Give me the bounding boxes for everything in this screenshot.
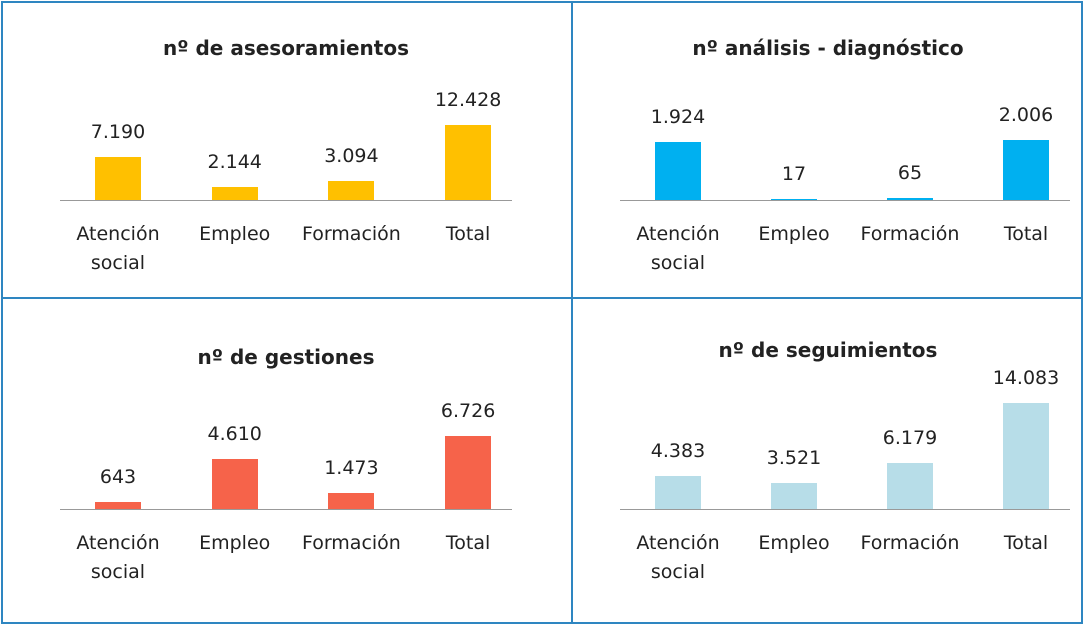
value-label: 1.473 <box>324 456 379 479</box>
chart-title: nº de seguimientos <box>718 338 938 362</box>
category-label: Atención social <box>636 532 720 583</box>
bar <box>95 501 141 509</box>
chart-panel: nº de seguimientos 4.383 Atención social 3.… <box>572 298 1084 596</box>
value-label: 1.924 <box>650 106 706 129</box>
bar <box>887 198 933 200</box>
value-label: 65 <box>897 162 923 185</box>
value-label: 3.521 <box>766 446 822 469</box>
value-label: 12.428 <box>434 89 502 112</box>
bar <box>1003 139 1049 200</box>
border <box>1 1 1083 3</box>
value-label: 2.144 <box>207 151 262 174</box>
chart-panel: nº de gestiones 643 Atención social 4.610 Em… <box>0 298 572 596</box>
chart-title: nº de asesoramientos <box>163 36 409 60</box>
category-label: Total <box>445 532 491 554</box>
bar <box>445 125 492 200</box>
value-label: 643 <box>99 465 137 488</box>
bar <box>771 199 817 200</box>
category-label: Atención social <box>636 223 720 274</box>
value-label: 4.383 <box>650 440 706 463</box>
bar <box>771 482 817 509</box>
value-label: 2.006 <box>998 103 1054 126</box>
bar <box>328 181 375 200</box>
border <box>1 297 1083 299</box>
chart-panel: nº de asesoramientos 7.190 Atención social… <box>0 0 572 298</box>
category-label: Empleo <box>758 532 830 554</box>
border <box>1 622 1083 624</box>
bar <box>95 156 141 200</box>
category-label: Formación <box>860 532 960 554</box>
bar <box>328 492 375 509</box>
category-label: Empleo <box>758 223 830 245</box>
x-axis <box>620 509 1070 510</box>
category-label: Empleo <box>199 532 271 554</box>
chart-title: nº análisis - diagnóstico <box>692 36 964 60</box>
border <box>571 1 573 624</box>
category-label: Total <box>445 223 491 245</box>
border <box>1 1 3 624</box>
value-label: 6.726 <box>440 399 496 422</box>
value-label: 3.094 <box>324 145 379 168</box>
category-label: Atención social <box>76 223 160 274</box>
x-axis <box>60 200 512 201</box>
bar <box>445 435 492 509</box>
category-label: Total <box>1003 532 1049 554</box>
chart-title: nº de gestiones <box>197 345 375 369</box>
category-label: Atención social <box>76 532 160 583</box>
x-axis <box>620 200 1070 201</box>
value-label: 14.083 <box>992 367 1060 390</box>
border <box>1081 1 1083 624</box>
bar <box>1003 403 1049 509</box>
category-label: Formación <box>301 532 401 554</box>
category-label: Formación <box>860 223 960 245</box>
category-label: Empleo <box>199 223 271 245</box>
category-label: Total <box>1003 223 1049 245</box>
x-axis <box>60 509 512 510</box>
value-label: 4.610 <box>207 422 262 445</box>
category-label: Formación <box>301 223 401 245</box>
bar <box>655 476 701 509</box>
bar <box>655 142 701 200</box>
bar <box>211 458 258 509</box>
value-label: 7.190 <box>90 120 146 143</box>
value-label: 6.179 <box>882 426 938 449</box>
value-label: 17 <box>781 163 807 186</box>
bar <box>211 187 258 200</box>
chart-panel: nº análisis - diagnóstico 1.924 Atención s… <box>572 0 1084 298</box>
bar <box>887 462 933 509</box>
